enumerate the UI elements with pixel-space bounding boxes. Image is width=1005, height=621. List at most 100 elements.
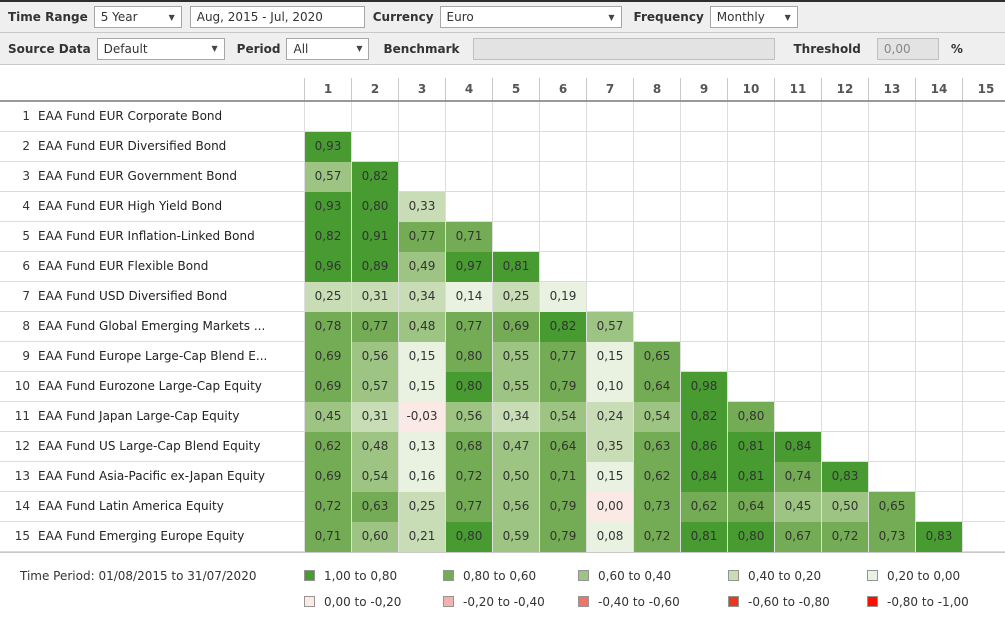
correlation-cell-r9-c2[interactable]: 0,56 (351, 342, 398, 372)
correlation-cell-r8-c1[interactable]: 0,78 (304, 312, 351, 342)
correlation-cell-r13-c9[interactable]: 0,84 (680, 462, 727, 492)
correlation-cell-r8-c5[interactable]: 0,69 (492, 312, 539, 342)
correlation-cell-r10-c2[interactable]: 0,57 (351, 372, 398, 402)
correlation-cell-r14-c4[interactable]: 0,77 (445, 492, 492, 522)
correlation-cell-r9-c6[interactable]: 0,77 (539, 342, 586, 372)
correlation-cell-r5-c2[interactable]: 0,91 (351, 222, 398, 252)
correlation-cell-r14-c6[interactable]: 0,79 (539, 492, 586, 522)
correlation-cell-r13-c6[interactable]: 0,71 (539, 462, 586, 492)
correlation-cell-r11-c2[interactable]: 0,31 (351, 402, 398, 432)
correlation-cell-r13-c1[interactable]: 0,69 (304, 462, 351, 492)
correlation-cell-r10-c3[interactable]: 0,15 (398, 372, 445, 402)
correlation-cell-r11-c10[interactable]: 0,80 (727, 402, 774, 432)
correlation-cell-r14-c10[interactable]: 0,64 (727, 492, 774, 522)
correlation-cell-r10-c8[interactable]: 0,64 (633, 372, 680, 402)
correlation-cell-r8-c7[interactable]: 0,57 (586, 312, 633, 342)
source-data-select[interactable]: Default ▼ (96, 37, 225, 60)
correlation-cell-r14-c2[interactable]: 0,63 (351, 492, 398, 522)
correlation-cell-r11-c5[interactable]: 0,34 (492, 402, 539, 432)
correlation-cell-r13-c5[interactable]: 0,50 (492, 462, 539, 492)
correlation-cell-r12-c4[interactable]: 0,68 (445, 432, 492, 462)
correlation-cell-r9-c1[interactable]: 0,69 (304, 342, 351, 372)
correlation-cell-r14-c9[interactable]: 0,62 (680, 492, 727, 522)
correlation-cell-r6-c2[interactable]: 0,89 (351, 252, 398, 282)
correlation-cell-r12-c6[interactable]: 0,64 (539, 432, 586, 462)
correlation-cell-r15-c1[interactable]: 0,71 (304, 522, 351, 552)
correlation-cell-r15-c14[interactable]: 0,83 (915, 522, 962, 552)
correlation-cell-r10-c9[interactable]: 0,98 (680, 372, 727, 402)
correlation-cell-r12-c9[interactable]: 0,86 (680, 432, 727, 462)
correlation-cell-r12-c2[interactable]: 0,48 (351, 432, 398, 462)
correlation-cell-r11-c3[interactable]: -0,03 (398, 402, 445, 432)
correlation-cell-r13-c12[interactable]: 0,83 (821, 462, 868, 492)
correlation-cell-r11-c6[interactable]: 0,54 (539, 402, 586, 432)
correlation-cell-r13-c10[interactable]: 0,81 (727, 462, 774, 492)
correlation-cell-r4-c2[interactable]: 0,80 (351, 192, 398, 222)
correlation-cell-r14-c3[interactable]: 0,25 (398, 492, 445, 522)
date-range-input[interactable] (189, 6, 365, 28)
correlation-cell-r10-c4[interactable]: 0,80 (445, 372, 492, 402)
correlation-cell-r6-c4[interactable]: 0,97 (445, 252, 492, 282)
correlation-cell-r14-c1[interactable]: 0,72 (304, 492, 351, 522)
correlation-cell-r6-c1[interactable]: 0,96 (304, 252, 351, 282)
correlation-cell-r15-c3[interactable]: 0,21 (398, 522, 445, 552)
correlation-cell-r6-c5[interactable]: 0,81 (492, 252, 539, 282)
correlation-cell-r12-c7[interactable]: 0,35 (586, 432, 633, 462)
correlation-cell-r7-c3[interactable]: 0,34 (398, 282, 445, 312)
correlation-cell-r10-c1[interactable]: 0,69 (304, 372, 351, 402)
correlation-cell-r11-c9[interactable]: 0,82 (680, 402, 727, 432)
correlation-cell-r8-c6[interactable]: 0,82 (539, 312, 586, 342)
correlation-cell-r15-c9[interactable]: 0,81 (680, 522, 727, 552)
correlation-cell-r15-c6[interactable]: 0,79 (539, 522, 586, 552)
correlation-cell-r11-c8[interactable]: 0,54 (633, 402, 680, 432)
correlation-cell-r15-c13[interactable]: 0,73 (868, 522, 915, 552)
correlation-cell-r3-c2[interactable]: 0,82 (351, 162, 398, 192)
correlation-cell-r11-c4[interactable]: 0,56 (445, 402, 492, 432)
correlation-cell-r7-c5[interactable]: 0,25 (492, 282, 539, 312)
correlation-cell-r12-c1[interactable]: 0,62 (304, 432, 351, 462)
correlation-cell-r7-c6[interactable]: 0,19 (539, 282, 586, 312)
correlation-cell-r15-c8[interactable]: 0,72 (633, 522, 680, 552)
correlation-cell-r7-c1[interactable]: 0,25 (304, 282, 351, 312)
correlation-cell-r4-c3[interactable]: 0,33 (398, 192, 445, 222)
correlation-cell-r7-c4[interactable]: 0,14 (445, 282, 492, 312)
correlation-cell-r9-c3[interactable]: 0,15 (398, 342, 445, 372)
correlation-cell-r12-c10[interactable]: 0,81 (727, 432, 774, 462)
correlation-cell-r12-c11[interactable]: 0,84 (774, 432, 821, 462)
correlation-cell-r10-c5[interactable]: 0,55 (492, 372, 539, 402)
correlation-cell-r15-c2[interactable]: 0,60 (351, 522, 398, 552)
correlation-cell-r12-c3[interactable]: 0,13 (398, 432, 445, 462)
threshold-input[interactable] (876, 37, 939, 60)
correlation-cell-r5-c4[interactable]: 0,71 (445, 222, 492, 252)
correlation-cell-r15-c10[interactable]: 0,80 (727, 522, 774, 552)
correlation-cell-r10-c7[interactable]: 0,10 (586, 372, 633, 402)
correlation-cell-r15-c5[interactable]: 0,59 (492, 522, 539, 552)
correlation-cell-r13-c2[interactable]: 0,54 (351, 462, 398, 492)
correlation-cell-r9-c8[interactable]: 0,65 (633, 342, 680, 372)
correlation-cell-r10-c6[interactable]: 0,79 (539, 372, 586, 402)
correlation-cell-r14-c7[interactable]: 0,00 (586, 492, 633, 522)
correlation-cell-r11-c1[interactable]: 0,45 (304, 402, 351, 432)
correlation-cell-r12-c5[interactable]: 0,47 (492, 432, 539, 462)
correlation-cell-r8-c4[interactable]: 0,77 (445, 312, 492, 342)
correlation-cell-r13-c8[interactable]: 0,62 (633, 462, 680, 492)
currency-select[interactable]: Euro ▼ (439, 6, 622, 28)
correlation-cell-r15-c12[interactable]: 0,72 (821, 522, 868, 552)
correlation-cell-r8-c3[interactable]: 0,48 (398, 312, 445, 342)
correlation-cell-r6-c3[interactable]: 0,49 (398, 252, 445, 282)
correlation-cell-r9-c5[interactable]: 0,55 (492, 342, 539, 372)
correlation-cell-r14-c12[interactable]: 0,50 (821, 492, 868, 522)
correlation-cell-r12-c8[interactable]: 0,63 (633, 432, 680, 462)
correlation-cell-r2-c1[interactable]: 0,93 (304, 132, 351, 162)
benchmark-input[interactable] (473, 37, 776, 60)
period-select[interactable]: All ▼ (286, 37, 370, 60)
frequency-select[interactable]: Monthly ▼ (709, 6, 798, 28)
correlation-cell-r14-c11[interactable]: 0,45 (774, 492, 821, 522)
correlation-cell-r9-c4[interactable]: 0,80 (445, 342, 492, 372)
time-range-select[interactable]: 5 Year ▼ (93, 6, 182, 28)
correlation-cell-r14-c13[interactable]: 0,65 (868, 492, 915, 522)
correlation-cell-r4-c1[interactable]: 0,93 (304, 192, 351, 222)
correlation-cell-r13-c11[interactable]: 0,74 (774, 462, 821, 492)
correlation-cell-r15-c7[interactable]: 0,08 (586, 522, 633, 552)
correlation-cell-r14-c8[interactable]: 0,73 (633, 492, 680, 522)
